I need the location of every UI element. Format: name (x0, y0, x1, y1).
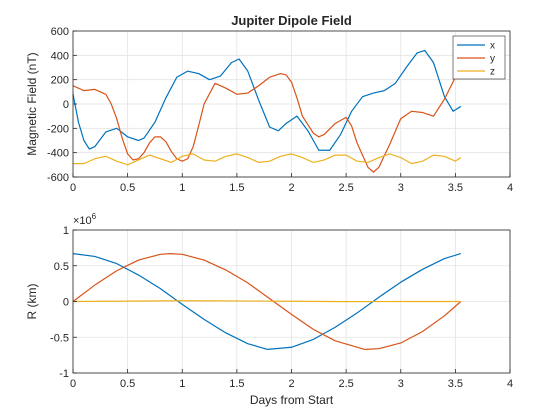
y-tick-label: 0 (63, 99, 69, 111)
x-tick-label: 4 (507, 182, 513, 194)
radius-series-lines (72, 252, 462, 351)
series-0-line (72, 253, 462, 351)
exponent-power: 6 (92, 212, 97, 221)
y-tick-label: 0 (63, 297, 69, 309)
series-x-line (72, 49, 462, 151)
x-tick-label: 2.5 (338, 182, 353, 194)
x-tick-label: 4 (507, 378, 513, 390)
y-tick-label: -0.5 (50, 332, 69, 344)
y-tick-label: -600 (47, 172, 69, 184)
y-tick-label: 0.5 (54, 261, 69, 273)
magnetic-field-series-lines (72, 49, 462, 173)
legend-label-y: y (490, 54, 495, 65)
radius-subplot: 0 0.5 1 1.5 2 2.5 3 3.5 4 -1 -0.5 0 0.5 1 ×106 R (km)… (25, 212, 513, 407)
x-tick-label: 0.5 (120, 182, 135, 194)
y-tick-label: -1 (59, 368, 69, 380)
magnetic-field-subplot: 0 0.5 1 1.5 2 2.5 3 3.5 4-600-400-2000200400600 … (25, 13, 513, 194)
x-tick-label: 2.5 (338, 378, 353, 390)
x-tick-label: 3.5 (448, 182, 463, 194)
series-y-line (72, 68, 462, 173)
exponent-base: ×10 (73, 215, 92, 227)
series-1-line (72, 252, 462, 351)
x-axis-label: Days from Start (250, 393, 334, 407)
chart-title: Jupiter Dipole Field (231, 13, 352, 28)
x-tick-label: 3 (398, 182, 404, 194)
x-tick-label: 3.5 (448, 378, 463, 390)
legend: xyz (452, 35, 506, 80)
y-tick-label: -200 (47, 123, 69, 135)
x-tick-label: 1 (179, 378, 185, 390)
magnetic-field-ticks: 0 0.5 1 1.5 2 2.5 3 3.5 4 -600 -400 -200 0 200 400 600 (47, 26, 513, 194)
exponent-label: ×106 (73, 212, 97, 227)
y-axis-label: Magnetic Field (nT) (25, 52, 39, 155)
legend-label-x: x (490, 41, 495, 52)
x-tick-label: 0 (70, 182, 76, 194)
series-z-line (73, 153, 462, 166)
x-tick-label: 0.5 (120, 378, 135, 390)
x-tick-label: 2 (288, 378, 294, 390)
y-axis-label: R (km) (25, 284, 39, 320)
x-tick-label: 2 (288, 182, 294, 194)
series-2-line (72, 300, 461, 303)
x-tick-label: 1.5 (229, 378, 244, 390)
x-tick-label: 1 (179, 182, 185, 194)
y-tick-label: 600 (51, 26, 69, 38)
y-tick-label: -400 (47, 148, 69, 160)
x-tick-label: 0 (70, 378, 76, 390)
radius-ticks: 0 0.5 1 1.5 2 2.5 3 3.5 4 -1 -0.5 0 0.5 1 (50, 225, 513, 390)
x-tick-label: 1.5 (229, 182, 244, 194)
legend-label-z: z (490, 67, 495, 78)
y-tick-label: 1 (63, 225, 69, 237)
x-tick-label: 3 (398, 378, 404, 390)
y-tick-label: 200 (51, 75, 69, 87)
y-tick-label: 400 (51, 50, 69, 62)
